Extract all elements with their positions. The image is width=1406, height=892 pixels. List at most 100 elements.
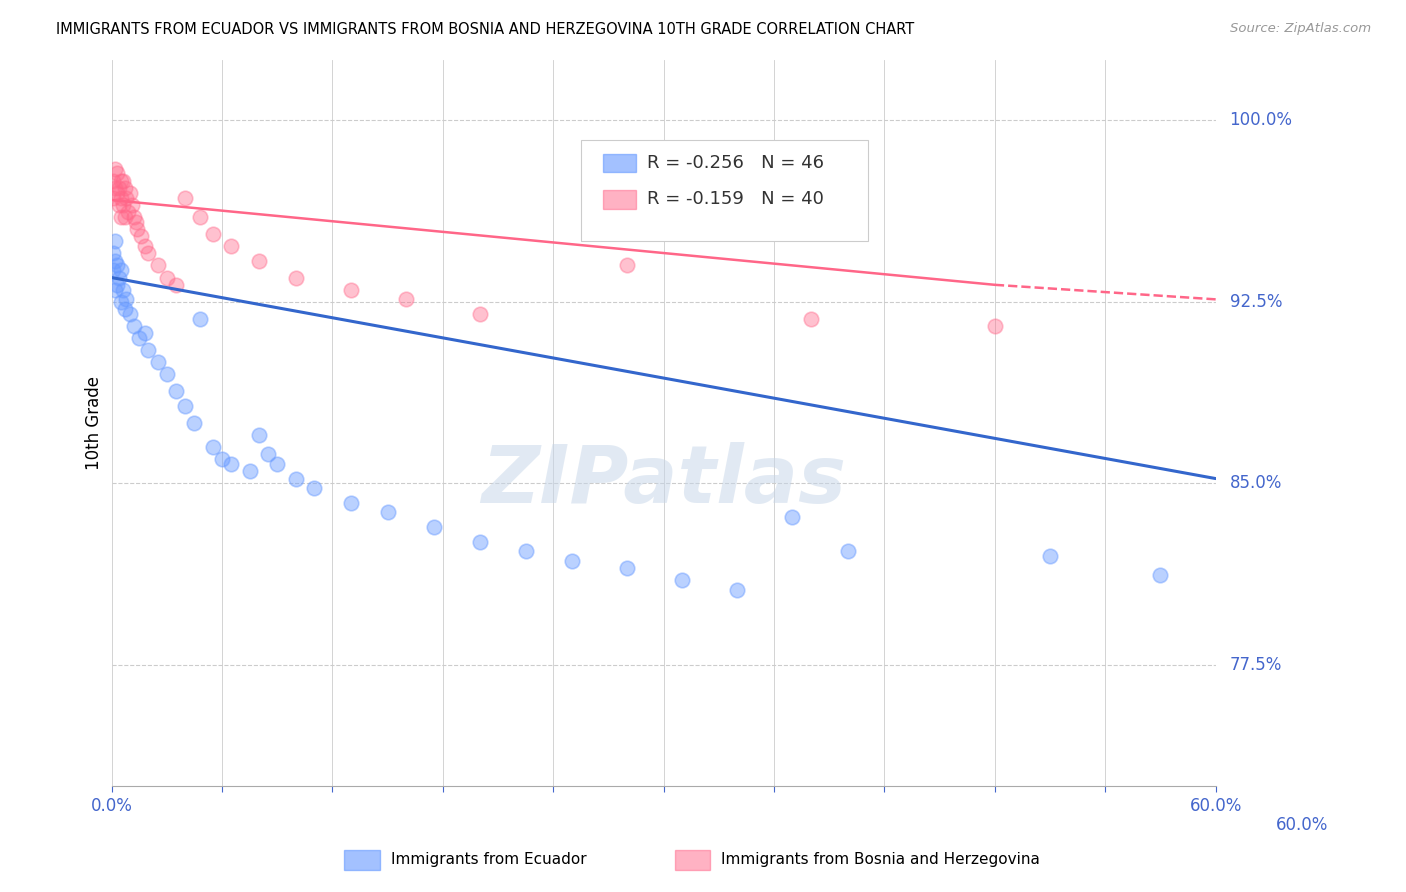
Point xyxy=(284,270,307,285)
Bar xyxy=(603,154,636,172)
Point xyxy=(561,554,583,568)
Point xyxy=(468,307,491,321)
Point xyxy=(266,457,288,471)
Point xyxy=(110,191,132,205)
Point xyxy=(105,259,128,273)
Point xyxy=(104,253,127,268)
Point xyxy=(468,534,491,549)
Point xyxy=(616,259,638,273)
Point xyxy=(108,198,131,212)
Text: 77.5%: 77.5% xyxy=(1230,656,1282,674)
Y-axis label: 10th Grade: 10th Grade xyxy=(86,376,103,470)
Point xyxy=(103,191,125,205)
Point xyxy=(114,210,136,224)
Point xyxy=(616,561,638,575)
Point xyxy=(257,447,280,461)
Point xyxy=(124,215,146,229)
Point xyxy=(201,440,224,454)
Point xyxy=(122,318,145,333)
Point xyxy=(671,574,693,588)
Point xyxy=(104,181,127,195)
Point xyxy=(782,510,804,524)
Point xyxy=(156,368,179,382)
Point xyxy=(165,277,187,292)
Point xyxy=(247,253,270,268)
Text: 100.0%: 100.0% xyxy=(1230,112,1292,129)
Point xyxy=(134,239,156,253)
Point xyxy=(103,246,125,260)
Point xyxy=(129,229,152,244)
Point xyxy=(725,582,748,597)
Point xyxy=(105,166,128,180)
Text: 60.0%: 60.0% xyxy=(1277,816,1329,834)
Point xyxy=(104,161,127,176)
Point xyxy=(138,246,160,260)
Point xyxy=(104,234,127,248)
Point xyxy=(284,472,307,486)
Point xyxy=(800,311,823,326)
Point xyxy=(108,181,131,195)
Point xyxy=(111,198,134,212)
Point xyxy=(105,277,128,292)
Point xyxy=(146,355,169,369)
Point xyxy=(105,186,128,200)
Point xyxy=(146,259,169,273)
Point xyxy=(174,191,197,205)
Text: R = -0.256   N = 46: R = -0.256 N = 46 xyxy=(647,153,824,172)
Point xyxy=(117,205,139,219)
Point xyxy=(108,270,131,285)
Point xyxy=(134,326,156,341)
Point xyxy=(340,496,363,510)
Point xyxy=(395,293,418,307)
Bar xyxy=(344,850,380,870)
Point xyxy=(302,481,325,495)
Text: ZIPatlas: ZIPatlas xyxy=(481,442,846,520)
Point xyxy=(188,311,211,326)
Text: Source: ZipAtlas.com: Source: ZipAtlas.com xyxy=(1230,22,1371,36)
Bar xyxy=(603,190,636,209)
Point xyxy=(422,520,444,534)
Point xyxy=(115,191,138,205)
Point xyxy=(377,506,399,520)
Point xyxy=(219,239,242,253)
Text: Immigrants from Bosnia and Herzegovina: Immigrants from Bosnia and Herzegovina xyxy=(721,853,1040,867)
Text: Immigrants from Ecuador: Immigrants from Ecuador xyxy=(391,853,586,867)
Bar xyxy=(675,850,710,870)
Point xyxy=(111,283,134,297)
Point xyxy=(247,428,270,442)
Point xyxy=(114,301,136,316)
Point xyxy=(984,318,1007,333)
Text: R = -0.159   N = 40: R = -0.159 N = 40 xyxy=(647,190,824,208)
Point xyxy=(110,263,132,277)
Point xyxy=(174,399,197,413)
Point xyxy=(219,457,242,471)
Point xyxy=(118,307,141,321)
Point xyxy=(103,174,125,188)
Point xyxy=(188,210,211,224)
Text: 85.0%: 85.0% xyxy=(1230,475,1282,492)
Point xyxy=(837,544,859,558)
Point xyxy=(211,452,233,467)
Point xyxy=(127,222,149,236)
FancyBboxPatch shape xyxy=(581,139,868,241)
Point xyxy=(138,343,160,358)
Point xyxy=(128,331,150,345)
Point xyxy=(122,210,145,224)
Point xyxy=(110,174,132,188)
Point xyxy=(114,181,136,195)
Point xyxy=(165,384,187,399)
Point xyxy=(115,293,138,307)
Point xyxy=(1149,568,1171,582)
Point xyxy=(156,270,179,285)
Point xyxy=(121,198,143,212)
Point xyxy=(111,174,134,188)
Point xyxy=(340,283,363,297)
Point xyxy=(103,263,125,277)
Point xyxy=(201,227,224,241)
Point xyxy=(118,186,141,200)
Point xyxy=(183,416,205,430)
Point xyxy=(104,283,127,297)
Point xyxy=(515,544,537,558)
Point xyxy=(110,294,132,309)
Text: 92.5%: 92.5% xyxy=(1230,293,1282,310)
